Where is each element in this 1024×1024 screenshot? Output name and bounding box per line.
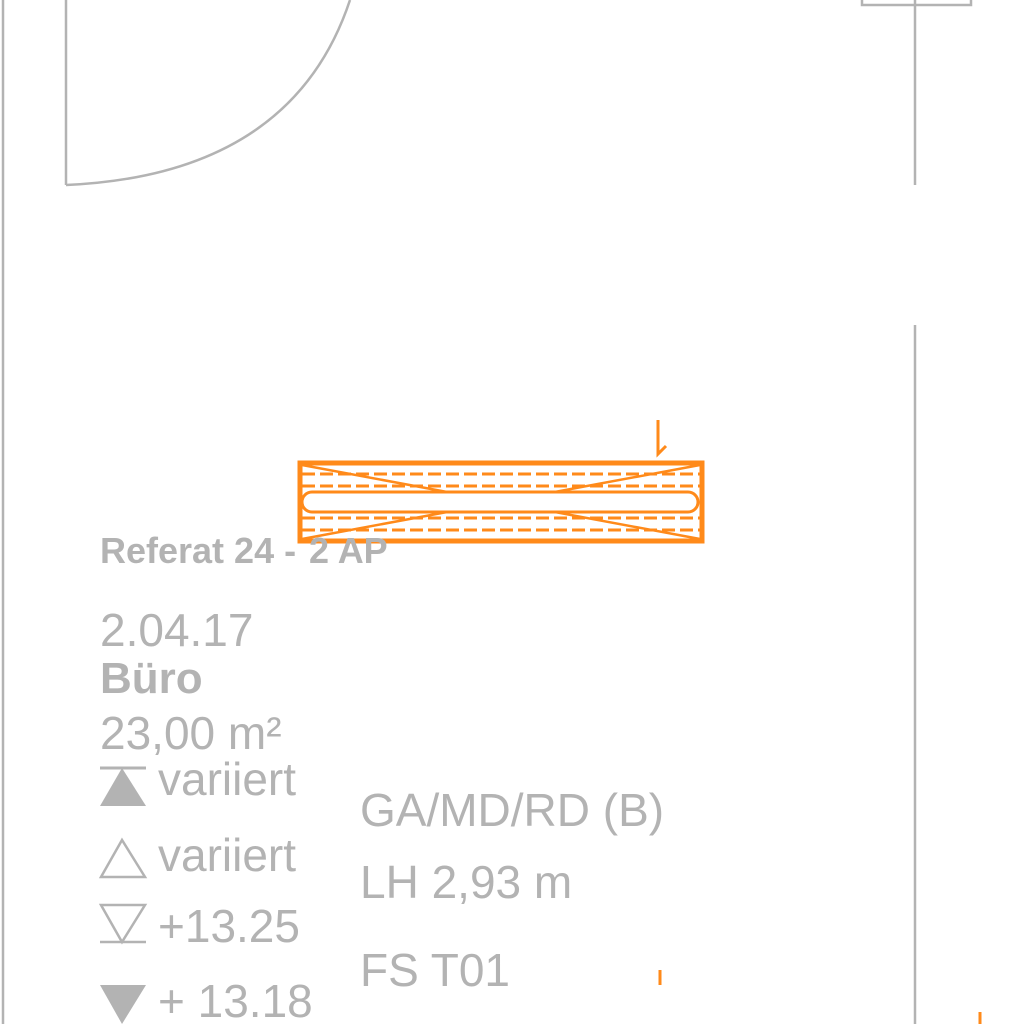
room-number: 2.04.17 bbox=[100, 604, 253, 656]
radiator-arrow-mark bbox=[656, 420, 668, 458]
fixture-corner bbox=[860, 0, 973, 7]
workplaces-label: 2 AP bbox=[309, 530, 388, 571]
level-bottom-outline-value: +13.25 bbox=[158, 900, 300, 952]
radiator-center-bar bbox=[300, 490, 700, 514]
department-label: Referat 24 - bbox=[100, 530, 296, 571]
level-top-filled-value: variiert bbox=[158, 753, 296, 805]
fire-code: FS T01 bbox=[360, 944, 510, 996]
walls bbox=[1, 0, 973, 1024]
clear-height: LH 2,93 m bbox=[360, 856, 572, 908]
level-top-filled-icon bbox=[100, 768, 146, 806]
level-top-outline-value: variiert bbox=[158, 829, 296, 881]
radiator-symbol bbox=[297, 420, 705, 544]
door-swing-arc bbox=[65, 0, 352, 187]
level-bottom-outline-icon bbox=[98, 903, 148, 945]
room-name: Büro bbox=[100, 654, 203, 703]
radiator-outline bbox=[297, 460, 705, 544]
room-area: 23,00 m² bbox=[100, 707, 282, 759]
level-bottom-filled-value: + 13.18 bbox=[158, 975, 313, 1024]
level-bottom-filled-icon bbox=[100, 985, 146, 1024]
level-top-outline-icon bbox=[98, 837, 148, 879]
floor-finish-code: GA/MD/RD (B) bbox=[360, 784, 664, 836]
